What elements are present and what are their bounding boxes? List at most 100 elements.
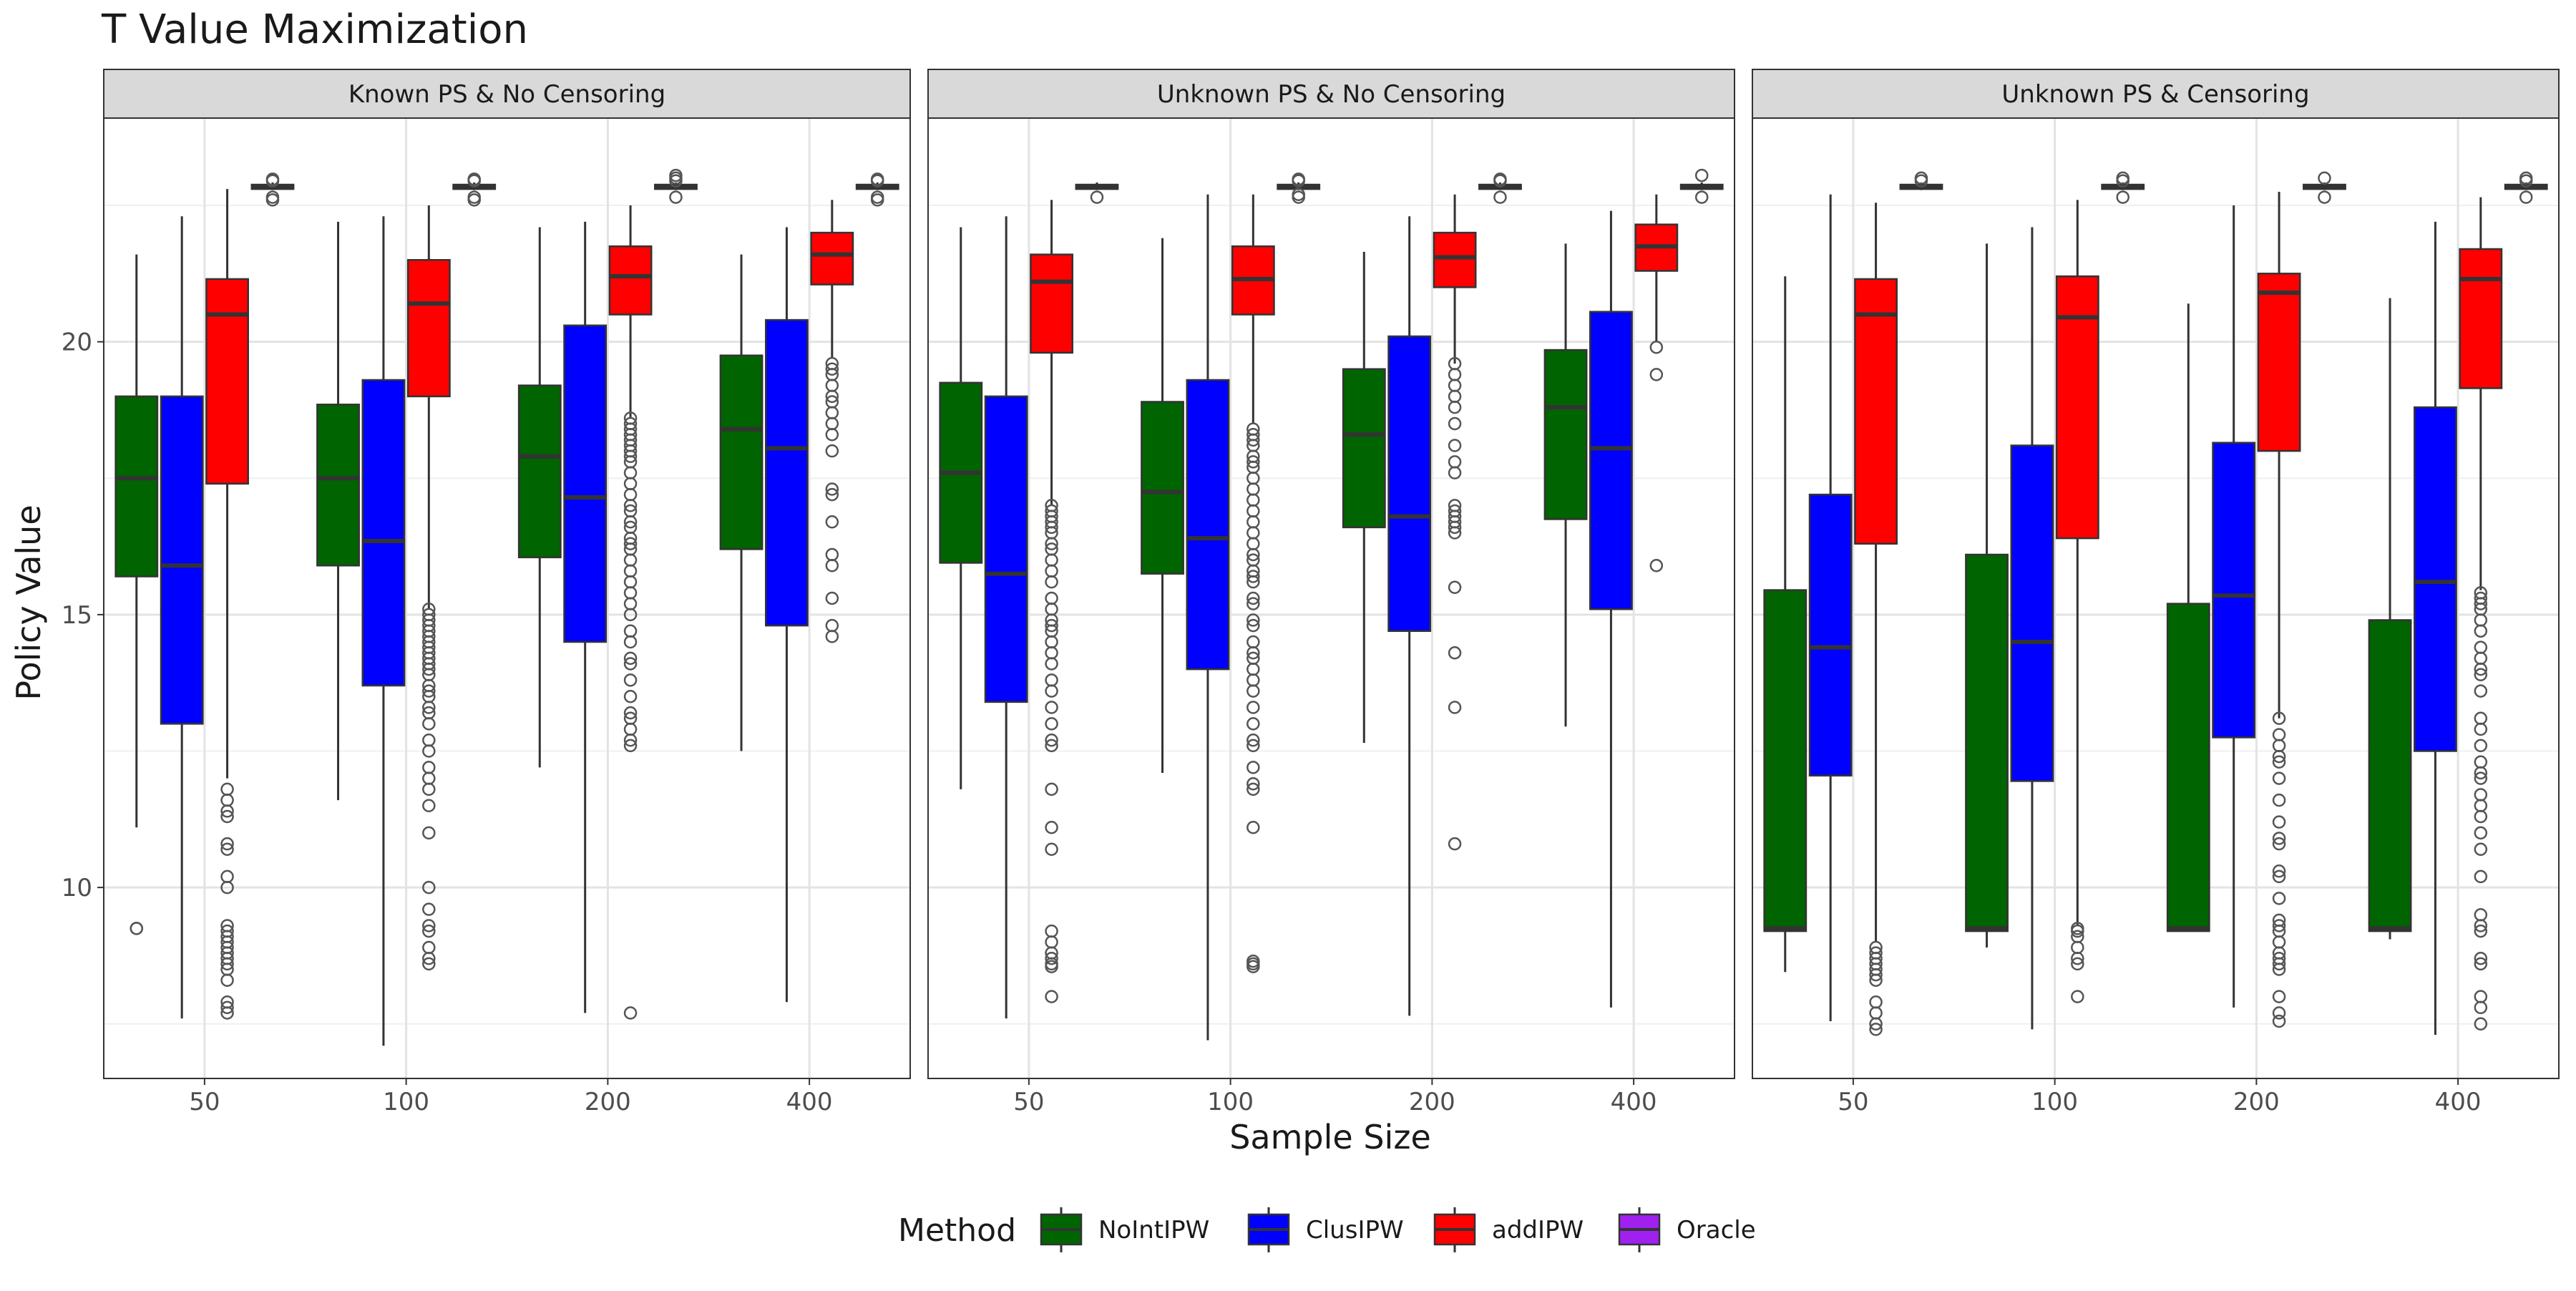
box-outlier <box>2474 739 2488 753</box>
box-body <box>608 245 653 316</box>
box-NoIntIPW <box>719 254 763 751</box>
box-outlier <box>623 449 638 463</box>
y-tick-label: 10 <box>62 874 92 902</box>
box-outlier <box>2474 597 2488 610</box>
box-outlier <box>825 482 839 496</box>
box-outlier <box>2474 869 2488 884</box>
box-body <box>2368 619 2412 932</box>
box-body <box>2212 442 2256 739</box>
box-addIPW <box>205 189 249 1020</box>
facet-strip-label: Unknown PS & Censoring <box>2001 80 2309 109</box>
legend-label: ClusIPW <box>1306 1216 1404 1244</box>
box-outlier <box>1246 777 1260 791</box>
legend-item: Oracle <box>1618 1207 1756 1252</box>
box-outlier <box>2272 957 2286 971</box>
box-outlier <box>422 662 436 676</box>
box-outlier <box>1493 172 1507 186</box>
box-outlier <box>422 902 436 916</box>
box-ClusIPW <box>1589 210 1633 1008</box>
x-tick-label: 100 <box>1207 1088 1254 1116</box>
legend-label: addIPW <box>1492 1216 1584 1244</box>
box-ClusIPW <box>2010 227 2054 1030</box>
box-addIPW <box>2257 191 2301 1028</box>
box-outlier <box>1045 952 1058 965</box>
facet-panel: Unknown PS & Censoring 50 100 200 400 <box>1752 69 2560 1116</box>
box-addIPW <box>810 200 854 643</box>
box-outlier <box>1246 591 1260 605</box>
legend-item: NoIntIPW <box>1040 1207 1209 1252</box>
box-body <box>1433 231 1477 288</box>
box-outlier <box>623 1006 638 1020</box>
box-outlier <box>2071 952 2084 965</box>
box-body <box>1965 553 2009 932</box>
box-outlier <box>1448 416 1462 431</box>
box-Oracle <box>1277 172 1321 204</box>
box-outlier <box>2474 842 2488 856</box>
box-outlier <box>1246 960 1260 973</box>
box-outlier <box>2474 924 2488 938</box>
box-outlier <box>1292 187 1305 201</box>
box-outlier <box>2272 771 2286 785</box>
box-outlier <box>422 684 436 698</box>
box-outlier <box>2474 1000 2488 1015</box>
box-Oracle <box>1679 168 1724 204</box>
box-outlier <box>2272 919 2286 932</box>
box-outlier <box>1869 1017 1883 1031</box>
box-outlier <box>1045 537 1058 550</box>
box-body <box>2414 406 2457 752</box>
box-body <box>517 384 562 559</box>
box-outlier <box>1045 520 1058 535</box>
box-outlier <box>825 362 839 376</box>
box-body <box>361 379 406 687</box>
box-ClusIPW <box>2414 221 2457 1035</box>
box-body <box>1141 401 1184 575</box>
box-NoIntIPW <box>1543 243 1588 727</box>
box-outlier <box>1448 837 1462 851</box>
box-NoIntIPW <box>2368 298 2412 940</box>
box-outlier <box>2272 869 2286 884</box>
facet-panel: Unknown PS & No Censoring 50 100 200 400 <box>927 69 1735 1116</box>
box-body <box>765 318 809 627</box>
box-Oracle <box>250 172 295 207</box>
x-axis-label: Sample Size <box>1229 1118 1431 1156</box>
box-outlier <box>2318 171 2331 185</box>
box-body <box>2010 444 2054 782</box>
box-body <box>2055 275 2099 540</box>
box-outlier <box>1694 190 1709 204</box>
box-outlier <box>825 515 839 529</box>
box-outlier <box>1246 433 1260 447</box>
box-outlier <box>623 537 638 550</box>
box-outlier <box>1649 341 1664 354</box>
box-outlier <box>2474 684 2488 698</box>
box-outlier <box>1090 190 1104 204</box>
box-outlier <box>2474 662 2488 676</box>
box-outlier <box>2116 171 2129 185</box>
box-NoIntIPW <box>1342 251 1386 744</box>
box-outlier <box>825 591 839 605</box>
box-outlier <box>1246 782 1260 796</box>
box-outlier <box>1448 646 1462 660</box>
box-Oracle <box>1075 182 1119 204</box>
box-NoIntIPW <box>939 227 983 789</box>
box-addIPW <box>1634 194 1679 573</box>
box-outlier <box>1246 739 1260 753</box>
box-outlier <box>623 690 638 703</box>
box-outlier <box>825 559 839 573</box>
box-outlier <box>870 172 884 186</box>
box-outlier <box>1045 717 1058 731</box>
box-outlier <box>2272 832 2286 845</box>
box-outlier <box>1045 618 1058 633</box>
box-body <box>1030 253 1073 354</box>
box-outlier <box>1246 761 1260 774</box>
box-outlier <box>2474 809 2488 824</box>
box-outlier <box>623 499 638 512</box>
box-outlier <box>1246 455 1260 469</box>
box-outlier <box>2272 815 2286 829</box>
box-outlier <box>2474 1017 2488 1031</box>
box-outlier <box>1045 821 1058 834</box>
box-ClusIPW <box>1808 194 1853 1021</box>
box-outlier <box>1649 368 1664 381</box>
box-body <box>2459 248 2503 389</box>
box-outlier <box>422 957 436 971</box>
box-body <box>1186 379 1230 671</box>
